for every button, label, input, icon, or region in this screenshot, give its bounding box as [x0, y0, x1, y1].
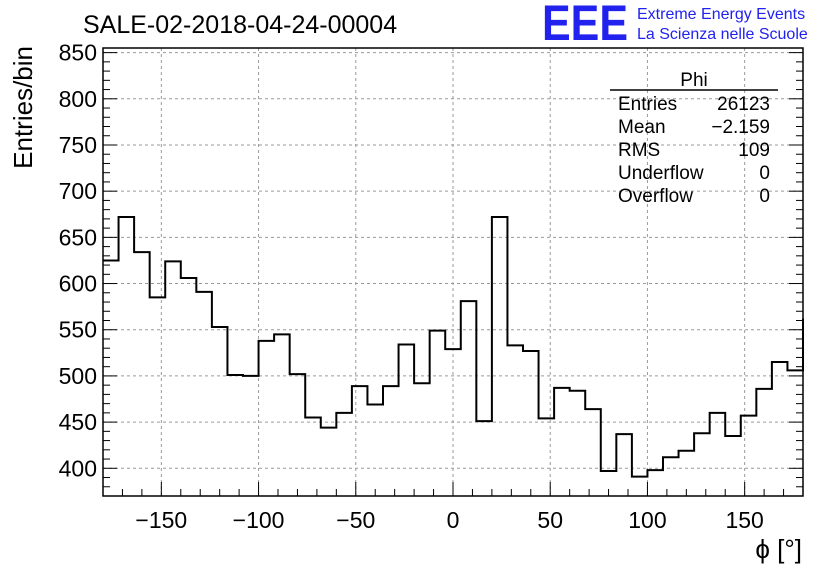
y-axis-title: Entries/bin	[8, 46, 38, 169]
logo-line-1: Extreme Energy Events	[637, 6, 805, 23]
x-tick-label: 100	[628, 507, 666, 533]
stats-label-overflow: Overflow	[618, 186, 693, 207]
y-tick-label: 800	[59, 86, 97, 112]
eee-logo: EEE Extreme Energy Events La Scienza nel…	[542, 0, 808, 51]
y-tick-label: 650	[59, 224, 97, 250]
logo-line-2: La Scienza nelle Scuole	[637, 26, 808, 43]
stats-value-rms: 109	[738, 140, 770, 161]
stats-value-entries: 26123	[717, 94, 770, 115]
y-tick-label: 750	[59, 132, 97, 158]
y-tick-label: 850	[59, 40, 97, 66]
x-axis-title: ϕ [°]	[755, 534, 802, 564]
y-tick-label: 450	[59, 409, 97, 435]
grid-lines	[103, 48, 803, 496]
stats-value-mean: −2.159	[711, 117, 770, 138]
axis-ticks	[103, 52, 803, 496]
chart-title: SALE-02-2018-04-24-00004	[83, 11, 397, 39]
y-tick-label: 600	[59, 271, 97, 297]
y-tick-label: 550	[59, 317, 97, 343]
stats-label-rms: RMS	[618, 140, 660, 161]
y-tick-labels: 400 450 500 550 600 650 700 750 800 850	[59, 40, 97, 482]
stats-label-mean: Mean	[618, 117, 666, 138]
y-tick-label: 500	[59, 363, 97, 389]
x-tick-label: 150	[725, 507, 763, 533]
logo-eee-text: EEE	[542, 0, 628, 51]
x-tick-label: 0	[447, 507, 460, 533]
histogram-step-line	[103, 216, 804, 478]
y-tick-label: 400	[59, 455, 97, 481]
x-tick-label: −150	[135, 507, 187, 533]
stats-box: Phi Entries 26123 Mean −2.159 RMS 109 Un…	[610, 70, 778, 207]
stats-label-entries: Entries	[618, 94, 677, 115]
stats-value-underflow: 0	[759, 163, 770, 184]
x-tick-label: 50	[537, 507, 563, 533]
stats-label-underflow: Underflow	[618, 163, 704, 184]
x-tick-labels: −150 −100 −50 0 50 100 150	[135, 507, 763, 533]
y-tick-label: 700	[59, 178, 97, 204]
stats-value-overflow: 0	[759, 186, 770, 207]
stats-title: Phi	[680, 70, 707, 91]
x-tick-label: −50	[336, 507, 375, 533]
x-tick-label: −100	[233, 507, 285, 533]
